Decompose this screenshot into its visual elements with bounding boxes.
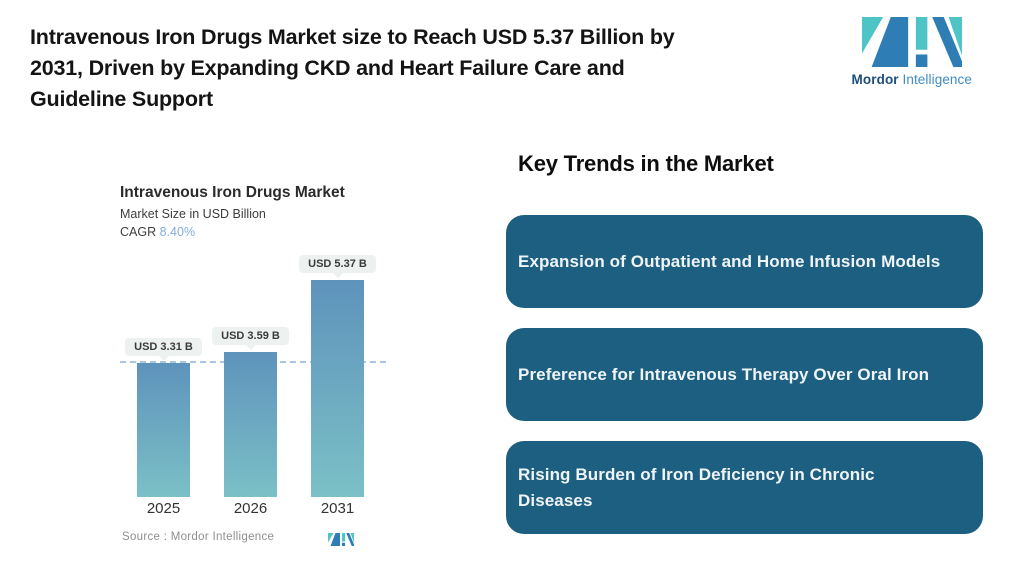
cagr-value: 8.40% <box>159 225 196 239</box>
mordor-intelligence-mark-icon <box>861 17 962 67</box>
trends-heading: Key Trends in the Market <box>518 151 774 176</box>
chart-subtitle: Market Size in USD Billion <box>120 207 266 221</box>
bar-2031 <box>311 280 364 497</box>
pill-pointer-icon <box>245 345 256 350</box>
value-label-pill: USD 3.59 B <box>212 327 289 345</box>
bar-2026 <box>224 352 277 497</box>
bar-group: USD 3.59 B <box>212 250 289 497</box>
x-axis-label: 2026 <box>233 500 268 517</box>
page-title-line: Guideline Support <box>30 87 213 111</box>
x-axis-label: 2031 <box>320 500 355 517</box>
page-title-line: 2031, Driven by Expanding CKD and Heart … <box>30 56 625 80</box>
pill-pointer-icon <box>158 356 169 361</box>
source-attribution: Source : Mordor Intelligence <box>122 531 275 543</box>
page-title: Intravenous Iron Drugs Market size to Re… <box>30 22 830 115</box>
cagr-label: CAGR <box>120 225 157 239</box>
brand-logo: Mordor Intelligence <box>852 17 972 87</box>
page-title-line: Intravenous Iron Drugs Market size to Re… <box>30 25 675 49</box>
trend-card-text: Expansion of Outpatient and Home Infusio… <box>518 251 941 271</box>
value-label-pill: USD 5.37 B <box>299 255 376 273</box>
brand-name-light: Intelligence <box>902 72 972 87</box>
value-label-pill: USD 3.31 B <box>125 338 202 356</box>
brand-name-bold: Mordor <box>851 72 899 87</box>
pill-pointer-icon <box>332 273 343 278</box>
trend-card-text: Preference for Intravenous Therapy Over … <box>518 364 930 384</box>
trend-card-text: Rising Burden of Iron Deficiency in Chro… <box>518 464 875 510</box>
chart-title: Intravenous Iron Drugs Market <box>120 184 345 201</box>
bar-group: USD 3.31 B <box>125 250 202 497</box>
bar-chart-plot: USD 3.31 B USD 3.59 B USD 5.37 B <box>118 250 430 497</box>
trend-card: Expansion of Outpatient and Home Infusio… <box>506 215 983 308</box>
mordor-intelligence-mark-icon <box>328 533 354 546</box>
bar-2025 <box>137 363 190 497</box>
x-axis-label: 2025 <box>146 500 181 517</box>
bar-group: USD 5.37 B <box>299 250 376 497</box>
trend-card: Rising Burden of Iron Deficiency in Chro… <box>506 441 983 534</box>
trend-card: Preference for Intravenous Therapy Over … <box>506 328 983 421</box>
chart-cagr: CAGR 8.40% <box>120 225 195 239</box>
brand-name: Mordor Intelligence <box>852 72 972 87</box>
